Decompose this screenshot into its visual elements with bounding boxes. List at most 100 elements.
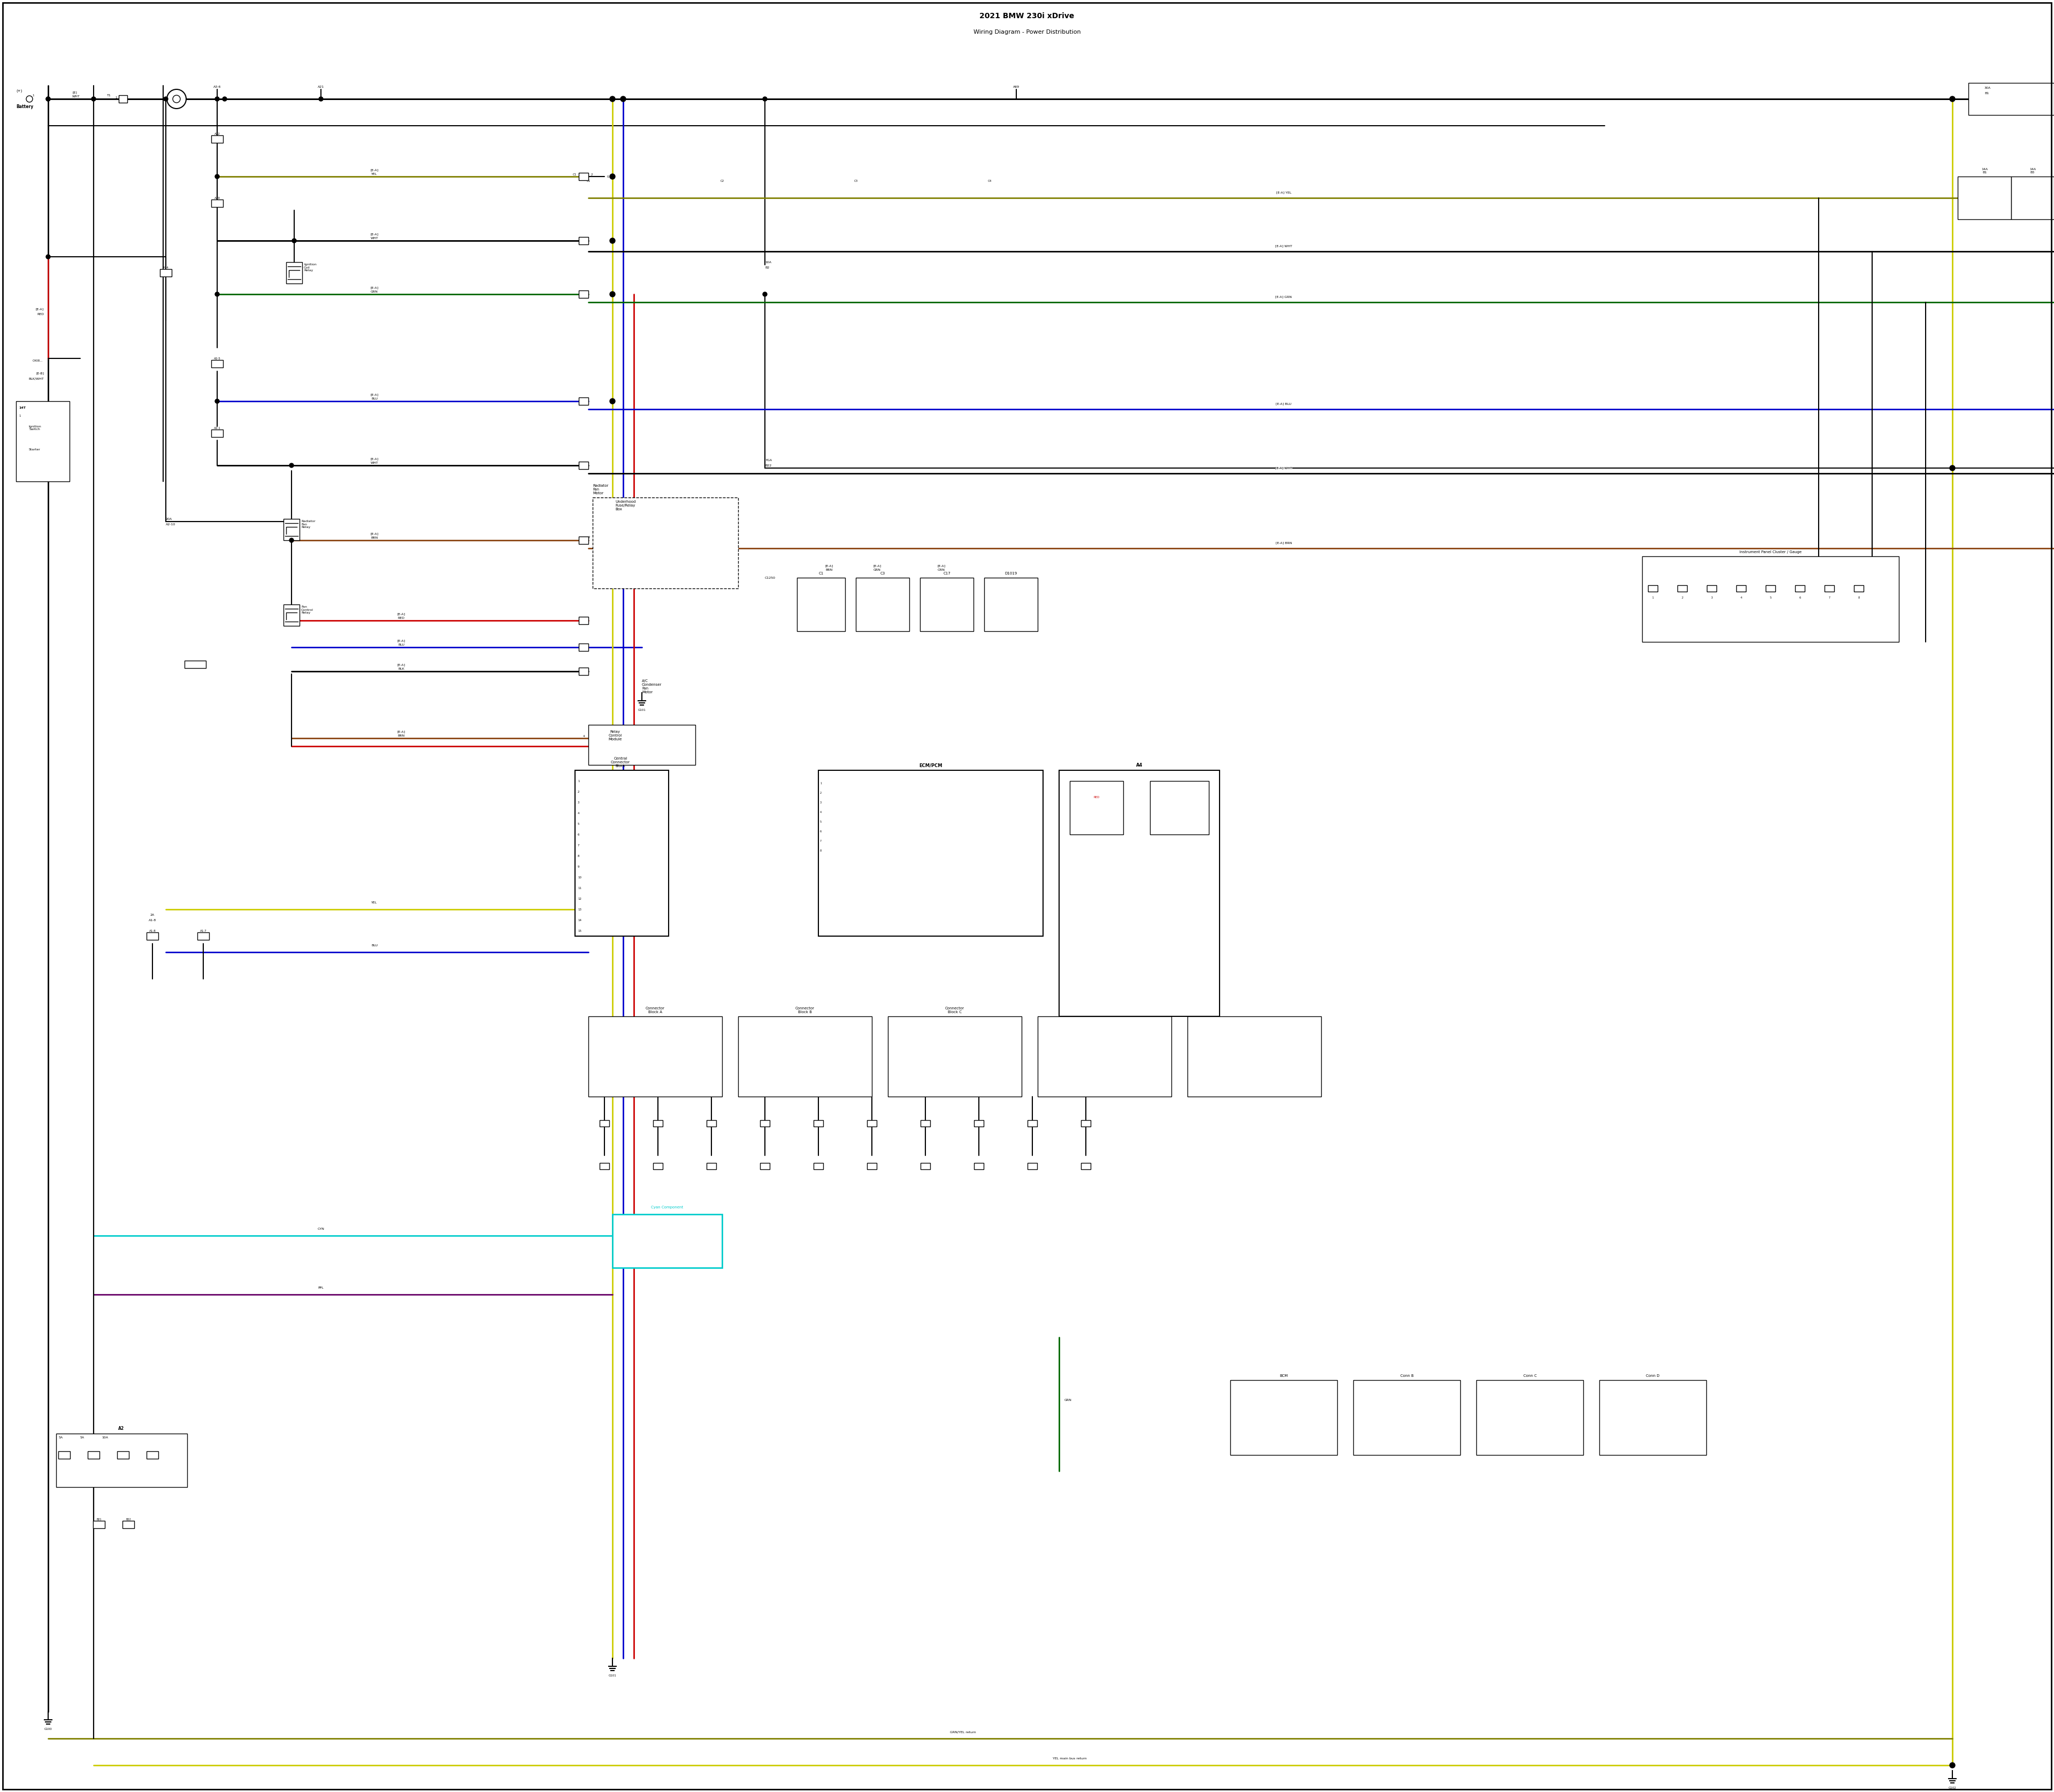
Text: Radiator
Fan
Motor: Radiator Fan Motor: [594, 484, 608, 495]
Circle shape: [610, 238, 614, 244]
Bar: [887, 1016, 1021, 1097]
Bar: [1187, 1016, 1321, 1097]
Bar: [55, 1434, 187, 1487]
Bar: [579, 643, 587, 650]
Text: BCM: BCM: [1280, 1374, 1288, 1378]
Text: C2: C2: [721, 179, 725, 183]
Circle shape: [762, 97, 766, 100]
Text: B2: B2: [764, 267, 770, 269]
Text: 14T: 14T: [18, 407, 25, 409]
Text: GRN: GRN: [1064, 1400, 1072, 1401]
Text: BRN: BRN: [826, 568, 832, 572]
Circle shape: [620, 97, 626, 102]
Bar: [58, 1452, 70, 1459]
Circle shape: [222, 97, 226, 100]
Text: Conn C: Conn C: [1524, 1374, 1536, 1378]
Bar: [920, 1163, 930, 1170]
Bar: [600, 1120, 610, 1127]
Text: C1: C1: [573, 174, 577, 176]
Text: 14A
B3: 14A B3: [2029, 168, 2036, 174]
Text: YEL: YEL: [372, 172, 378, 176]
Bar: [579, 172, 587, 181]
Bar: [212, 360, 224, 367]
Bar: [1647, 586, 1658, 591]
Text: GRN: GRN: [370, 290, 378, 294]
Text: B21: B21: [97, 1518, 101, 1521]
Text: C17: C17: [943, 572, 951, 575]
Bar: [1795, 586, 1805, 591]
Text: RED: RED: [37, 314, 43, 315]
Text: 60A: 60A: [214, 362, 220, 366]
Bar: [1477, 1380, 1584, 1455]
Text: [E-B]: [E-B]: [35, 371, 43, 375]
Circle shape: [290, 538, 294, 543]
Circle shape: [216, 292, 220, 296]
Text: CYN: CYN: [318, 1228, 325, 1231]
Text: [E-A] YEL: [E-A] YEL: [1276, 192, 1292, 194]
Text: T1: T1: [107, 93, 111, 97]
Text: C4: C4: [988, 179, 992, 183]
Text: G100: G100: [45, 1727, 51, 1731]
Bar: [587, 724, 696, 765]
Bar: [587, 1016, 723, 1097]
Text: [E-A] WHT: [E-A] WHT: [1276, 244, 1292, 247]
Text: 5A: 5A: [97, 1523, 101, 1525]
Text: 30A: 30A: [1984, 88, 1990, 90]
Circle shape: [92, 97, 97, 100]
Text: [E-A]: [E-A]: [396, 729, 405, 733]
Text: Underhood
Fuse/Relay
Box: Underhood Fuse/Relay Box: [614, 500, 635, 511]
Bar: [920, 1120, 930, 1127]
Text: Cyan Component: Cyan Component: [651, 1206, 684, 1210]
Text: Radiator
Fan
Relay: Radiator Fan Relay: [302, 520, 316, 529]
Circle shape: [610, 97, 614, 102]
Bar: [212, 199, 224, 208]
Text: Wiring Diagram - Power Distribution: Wiring Diagram - Power Distribution: [974, 29, 1080, 34]
Text: BLU: BLU: [398, 643, 405, 647]
Bar: [760, 1163, 770, 1170]
Circle shape: [45, 97, 49, 100]
Text: Connector
Block B: Connector Block B: [795, 1007, 815, 1014]
Text: 2A: 2A: [201, 935, 205, 937]
Text: [E-A] WHT: [E-A] WHT: [1276, 466, 1292, 470]
Text: A2-10: A2-10: [166, 523, 175, 525]
Text: [E-A]: [E-A]: [370, 392, 378, 396]
Text: B1: B1: [1984, 91, 1988, 95]
Text: A22: A22: [214, 133, 220, 136]
Text: A2-5: A2-5: [214, 357, 220, 360]
Text: 5A: 5A: [60, 1435, 64, 1439]
Text: BRN: BRN: [372, 536, 378, 539]
Text: 1.5A: 1.5A: [162, 271, 170, 274]
Bar: [653, 1163, 663, 1170]
Bar: [1070, 781, 1124, 835]
Bar: [1736, 586, 1746, 591]
Text: B22: B22: [125, 1518, 131, 1521]
Text: Code 8: Code 8: [189, 663, 201, 665]
Text: [E-A] BLU: [E-A] BLU: [1276, 401, 1292, 405]
Bar: [594, 498, 737, 588]
Text: GRN: GRN: [873, 568, 881, 572]
Bar: [1037, 1016, 1171, 1097]
Bar: [579, 536, 587, 545]
Text: 2A: 2A: [150, 935, 154, 937]
Bar: [579, 668, 587, 676]
Bar: [1150, 781, 1210, 835]
Text: 60A: 60A: [214, 432, 220, 435]
Circle shape: [762, 292, 766, 296]
Bar: [16, 401, 70, 482]
Bar: [579, 237, 587, 244]
Circle shape: [45, 97, 49, 100]
Circle shape: [290, 464, 294, 468]
Bar: [119, 95, 127, 102]
Bar: [212, 430, 224, 437]
Circle shape: [216, 174, 220, 179]
Text: G101: G101: [639, 710, 645, 711]
Bar: [1641, 556, 1898, 642]
Circle shape: [292, 238, 296, 244]
Text: BLK/WHT: BLK/WHT: [29, 376, 43, 380]
Text: 5A: 5A: [125, 1523, 131, 1525]
Text: (+): (+): [16, 90, 23, 93]
Text: YEL: YEL: [372, 901, 378, 903]
Circle shape: [164, 97, 168, 100]
Circle shape: [610, 292, 614, 297]
Bar: [974, 1120, 984, 1127]
